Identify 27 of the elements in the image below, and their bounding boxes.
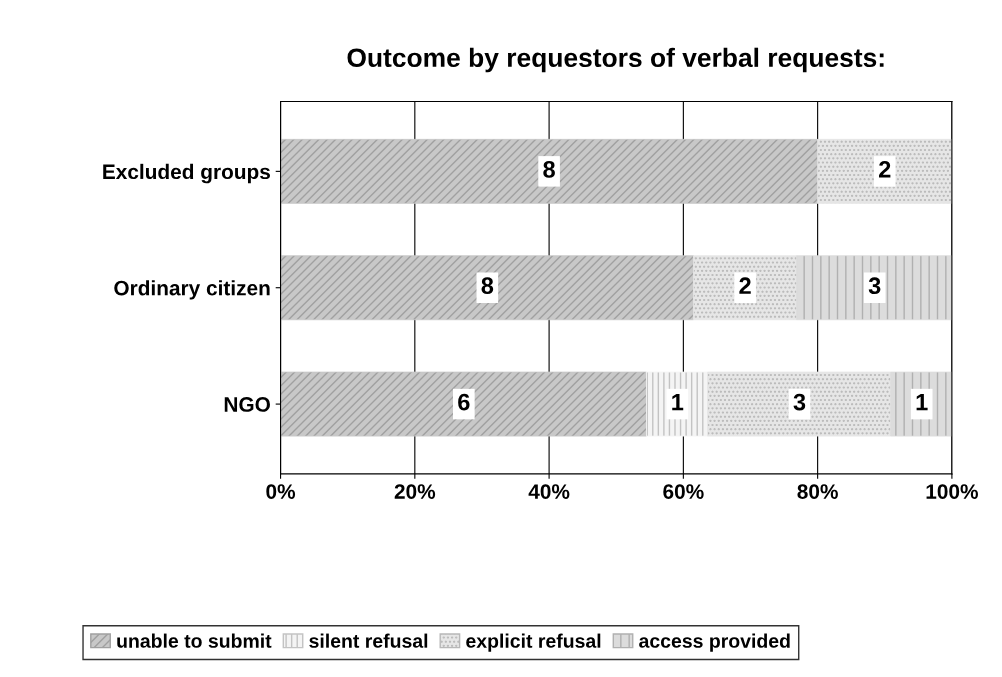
- bar: [280, 138, 819, 204]
- x-tick-label: 100%: [926, 484, 978, 499]
- annotation: 3: [868, 277, 881, 295]
- x-tick-label: 80%: [797, 484, 838, 499]
- x-tick-label: 40%: [528, 484, 570, 499]
- annotation: 2: [879, 160, 891, 178]
- annotation: 3: [793, 393, 806, 411]
- annotation: 8: [543, 160, 555, 178]
- annotation: 8: [481, 277, 494, 295]
- bar: [280, 255, 694, 321]
- bar: [817, 138, 952, 204]
- annotation: 2: [739, 277, 751, 294]
- legend-label: silent refusal: [309, 633, 428, 648]
- y-tick-label: Excluded groups: [103, 163, 270, 184]
- annotation: 6: [458, 393, 470, 411]
- x-tick-label: 60%: [663, 484, 704, 499]
- annotation: 1: [672, 393, 684, 411]
- legend-label: unable to submit: [117, 633, 272, 648]
- legend-label: explicit refusal: [466, 633, 601, 652]
- annotation: 1: [916, 393, 928, 411]
- x-tick-label: 0%: [266, 484, 296, 499]
- y-tick-label: Ordinary citizen: [114, 280, 270, 300]
- x-tick-label: 20%: [394, 484, 436, 499]
- legend-label: access provided: [639, 633, 790, 652]
- chart-title: Outcome by requestors of verbal requests:: [347, 47, 884, 73]
- y-tick-label: NGO: [224, 397, 270, 412]
- bar: [280, 371, 647, 437]
